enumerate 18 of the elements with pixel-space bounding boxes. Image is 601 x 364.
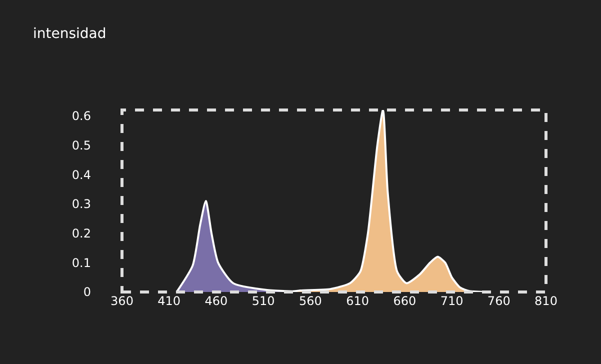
x-tick-label: 610 (346, 294, 370, 308)
x-tick-label: 360 (110, 294, 134, 308)
x-tick-label: 710 (440, 294, 464, 308)
y-tick-label: 0.6 (72, 109, 91, 124)
y-tick-label: 0 (83, 285, 91, 300)
y-tick-label: 0.2 (72, 226, 91, 240)
x-tick-label: 460 (204, 294, 228, 308)
y-tick-label: 0.5 (72, 138, 91, 152)
x-tick-label: 660 (393, 294, 416, 308)
x-tick-label: 560 (298, 294, 322, 308)
y-tick-label: 0.1 (72, 256, 91, 270)
y-tick-label: 0.4 (72, 168, 91, 182)
x-tick-label: 810 (534, 294, 558, 308)
x-tick-label: 410 (158, 294, 181, 308)
text: intensidad (33, 26, 106, 42)
y-tick-label: 0.3 (72, 197, 91, 212)
x-tick-label: 510 (252, 294, 275, 308)
x-tick-label: 760 (487, 294, 510, 308)
